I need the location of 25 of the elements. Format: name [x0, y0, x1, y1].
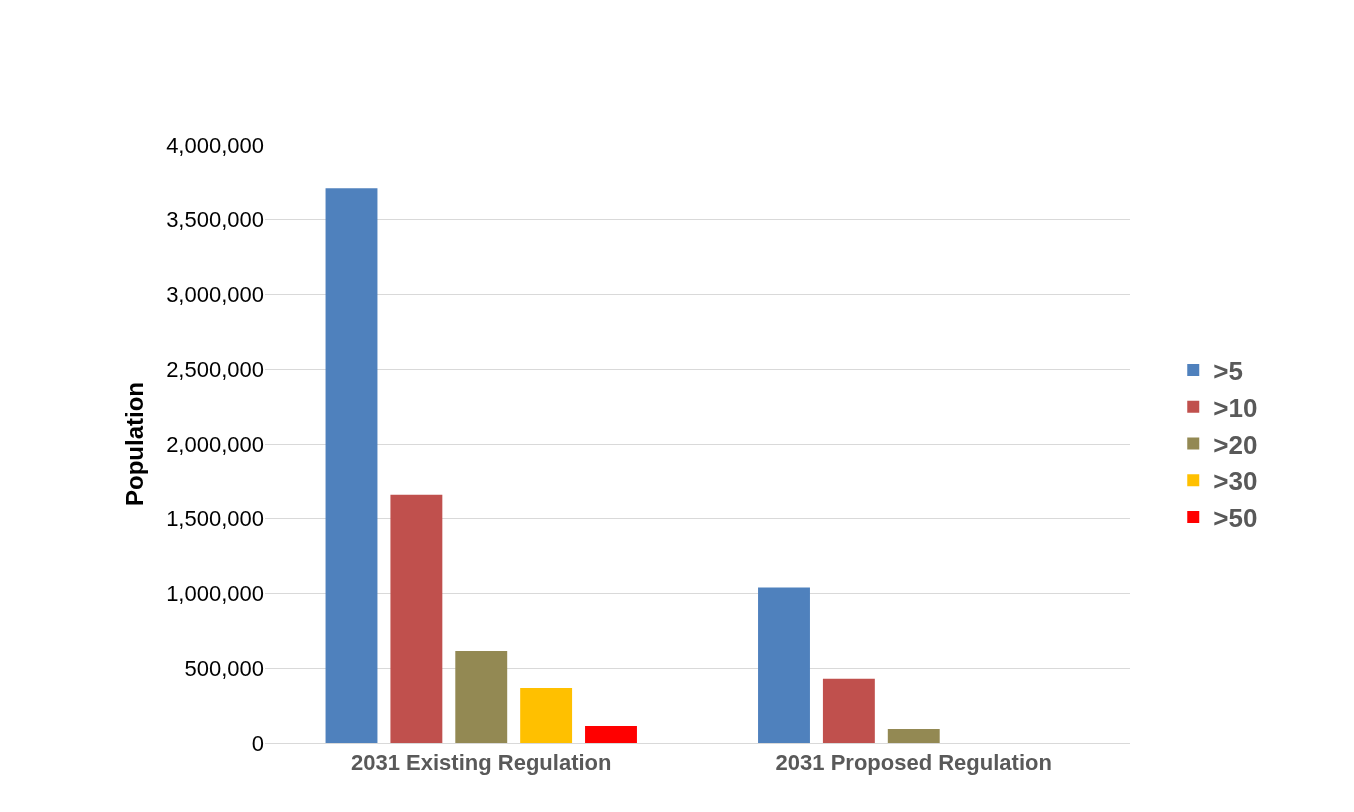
legend-label: >50	[1213, 503, 1258, 534]
x-tick-label: 2031 Existing Regulation	[351, 750, 612, 776]
x-tick-label: 2031 Proposed Regulation	[775, 750, 1052, 776]
y-tick-label: 1,000,000	[166, 581, 264, 607]
y-tick-label: 2,000,000	[166, 431, 264, 457]
bar	[822, 678, 875, 743]
y-tick-label: 3,000,000	[166, 282, 264, 308]
bar	[758, 587, 810, 743]
y-tick-label: 500,000	[184, 655, 264, 681]
y-tick-label: 0	[251, 730, 264, 756]
bar	[585, 725, 637, 743]
y-axis-title: Population	[121, 382, 149, 506]
legend-label: >30	[1213, 466, 1258, 497]
bar	[455, 651, 508, 743]
y-tick-label: 3,500,000	[166, 207, 264, 233]
y-tick-label: 2,500,000	[166, 356, 264, 382]
y-tick-label: 4,000,000	[166, 132, 264, 158]
legend-label: >20	[1213, 429, 1258, 460]
bar	[887, 728, 940, 743]
legend-label: >10	[1213, 392, 1258, 423]
legend-label: >5	[1213, 356, 1243, 387]
bar	[520, 687, 573, 743]
bar	[325, 188, 378, 743]
bar	[390, 494, 443, 743]
y-tick-label: 1,500,000	[166, 506, 264, 532]
